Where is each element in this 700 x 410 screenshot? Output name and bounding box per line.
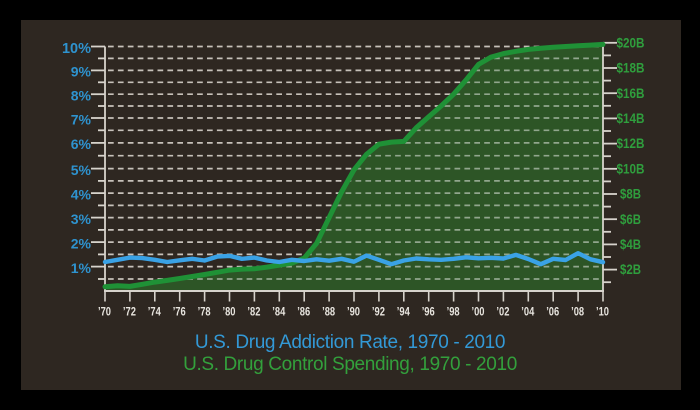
svg-text:4%: 4% xyxy=(71,186,92,202)
svg-text:$8B: $8B xyxy=(620,186,641,202)
svg-text:’74: ’74 xyxy=(148,305,161,319)
svg-text:10%: 10% xyxy=(62,41,91,57)
svg-text:1%: 1% xyxy=(71,260,92,276)
svg-text:’96: ’96 xyxy=(422,305,435,319)
svg-text:’06: ’06 xyxy=(546,305,559,319)
svg-text:’08: ’08 xyxy=(571,305,584,319)
svg-text:’72: ’72 xyxy=(123,305,136,319)
svg-text:’00: ’00 xyxy=(472,305,485,319)
svg-text:’84: ’84 xyxy=(272,305,285,319)
svg-text:$4B: $4B xyxy=(620,236,641,252)
svg-text:’76: ’76 xyxy=(173,305,186,319)
svg-text:’04: ’04 xyxy=(521,305,534,319)
svg-text:’92: ’92 xyxy=(372,305,385,319)
svg-text:’82: ’82 xyxy=(247,305,260,319)
svg-text:$20B: $20B xyxy=(617,34,645,50)
svg-text:8%: 8% xyxy=(71,88,92,104)
svg-text:’86: ’86 xyxy=(297,305,310,319)
svg-text:’10: ’10 xyxy=(596,305,609,319)
svg-text:3%: 3% xyxy=(71,211,92,227)
svg-text:6%: 6% xyxy=(71,136,92,152)
svg-text:7%: 7% xyxy=(71,111,92,127)
svg-text:2%: 2% xyxy=(71,235,92,251)
svg-text:$14B: $14B xyxy=(617,110,645,126)
svg-text:9%: 9% xyxy=(71,64,92,80)
svg-text:$18B: $18B xyxy=(617,60,645,76)
svg-text:$16B: $16B xyxy=(617,85,645,101)
svg-text:$10B: $10B xyxy=(617,160,645,176)
svg-text:’98: ’98 xyxy=(447,305,460,319)
svg-text:’70: ’70 xyxy=(98,305,111,319)
svg-text:’80: ’80 xyxy=(223,305,236,319)
svg-text:$6B: $6B xyxy=(620,211,641,227)
svg-text:’78: ’78 xyxy=(198,305,211,319)
svg-text:’02: ’02 xyxy=(496,305,509,319)
svg-text:$12B: $12B xyxy=(617,135,645,151)
svg-text:’88: ’88 xyxy=(322,305,335,319)
svg-text:5%: 5% xyxy=(71,162,92,178)
svg-text:’94: ’94 xyxy=(397,305,410,319)
svg-text:’90: ’90 xyxy=(347,305,360,319)
svg-text:$2B: $2B xyxy=(620,261,641,277)
